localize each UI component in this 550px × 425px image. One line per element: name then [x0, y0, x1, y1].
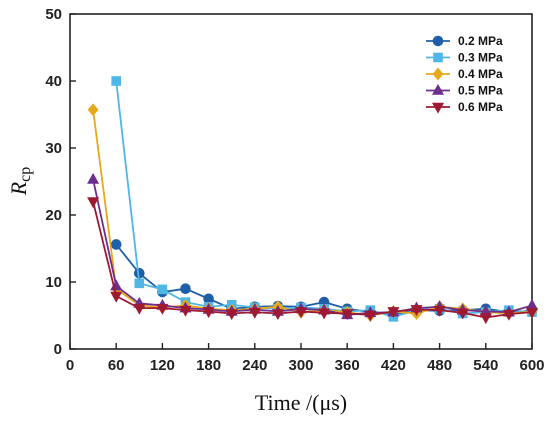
legend-marker: [432, 35, 444, 47]
data-point: [133, 303, 146, 315]
series-layer: [87, 76, 539, 325]
y-tick-label: 0: [54, 341, 62, 358]
y-axis-title-sub: cp: [17, 167, 34, 182]
x-axis: 0 60 120 180 240 300 360 420 480 540 600: [66, 343, 545, 374]
series-4: [87, 197, 539, 325]
y-axis: 0 10 20 30 40 50: [45, 6, 76, 358]
data-point: [134, 278, 145, 289]
series-line: [92, 201, 533, 319]
legend-item: 0.2 MPa: [426, 34, 503, 48]
x-tick-label: 420: [381, 357, 406, 374]
data-point: [87, 172, 100, 184]
data-point: [248, 307, 261, 319]
x-axis-title: Time /(μs): [255, 390, 347, 415]
data-point: [110, 239, 122, 250]
legend-marker: [432, 67, 444, 81]
y-axis-title: Rcp: [6, 167, 34, 197]
data-point: [410, 305, 423, 317]
series-2: [87, 103, 538, 322]
data-point: [364, 310, 377, 322]
legend-label: 0.5 MPa: [458, 84, 503, 98]
legend-item: 0.3 MPa: [426, 51, 503, 65]
legend-item: 0.6 MPa: [426, 100, 503, 114]
legend-label: 0.3 MPa: [458, 51, 503, 65]
x-tick-label: 0: [66, 357, 74, 374]
data-point: [502, 309, 515, 321]
y-tick-label: 10: [45, 274, 62, 291]
data-point: [271, 309, 284, 321]
data-point: [318, 308, 331, 320]
data-point: [202, 307, 215, 319]
x-tick-label: 360: [335, 357, 360, 374]
x-tick-label: 240: [242, 357, 267, 374]
y-tick-label: 30: [45, 140, 62, 157]
legend-label: 0.6 MPa: [458, 100, 503, 114]
series-3: [87, 172, 539, 320]
data-point: [525, 307, 539, 319]
x-tick-label: 180: [196, 357, 221, 374]
x-tick-label: 540: [473, 357, 498, 374]
legend-marker: [433, 52, 443, 63]
data-point: [87, 197, 100, 209]
legend: 0.2 MPa 0.3 MPa 0.4 MPa 0.5 MPa 0.6 MPa: [426, 34, 503, 114]
data-point: [433, 305, 446, 317]
y-tick-label: 50: [45, 6, 62, 23]
legend-item: 0.4 MPa: [426, 67, 503, 81]
y-tick-label: 20: [45, 207, 62, 224]
data-point: [341, 309, 354, 321]
y-axis-title-main: R: [6, 181, 31, 196]
legend-item: 0.5 MPa: [426, 84, 503, 98]
data-point: [225, 309, 238, 321]
y-tick-label: 40: [45, 73, 62, 90]
data-point: [180, 283, 191, 295]
data-point: [110, 291, 123, 303]
data-point: [387, 307, 400, 319]
series-line: [115, 80, 533, 318]
legend-marker: [431, 102, 445, 114]
x-tick-label: 60: [108, 357, 125, 374]
x-tick-label: 600: [519, 357, 544, 374]
legend-label: 0.4 MPa: [458, 67, 503, 81]
x-tick-label: 120: [150, 357, 175, 374]
data-point: [179, 305, 192, 317]
data-point: [456, 308, 469, 320]
legend-marker: [431, 83, 445, 95]
x-tick-label: 300: [288, 357, 313, 374]
data-point: [157, 284, 168, 295]
data-point: [87, 103, 99, 117]
data-point: [479, 313, 492, 325]
data-point: [111, 76, 121, 86]
data-point: [156, 303, 169, 315]
data-point: [294, 307, 308, 319]
legend-label: 0.2 MPa: [458, 34, 503, 48]
x-tick-label: 480: [427, 357, 452, 374]
